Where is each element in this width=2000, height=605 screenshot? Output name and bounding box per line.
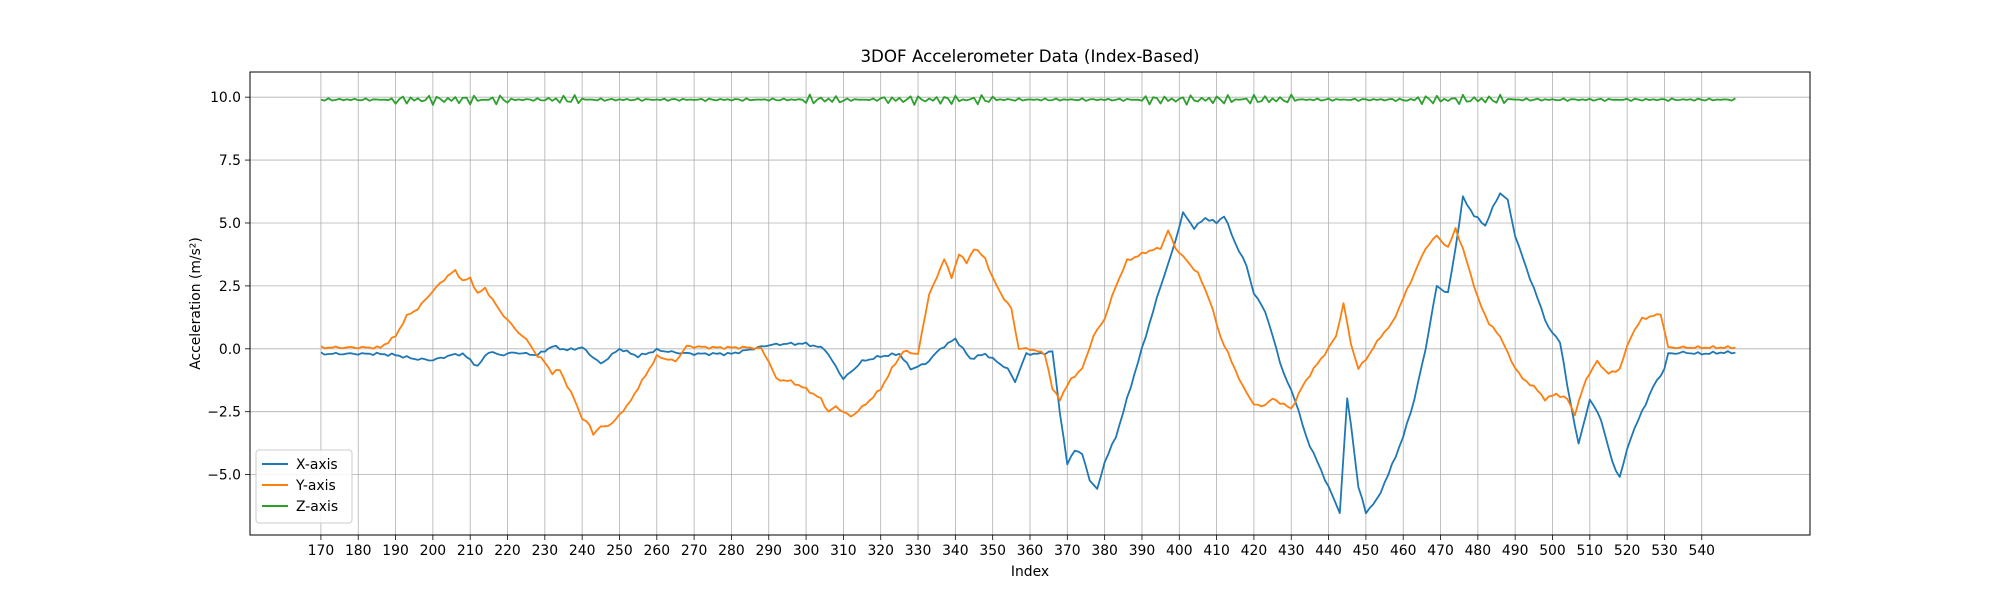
x-tick-label: 540 [1689, 543, 1716, 559]
x-tick-label: 460 [1390, 543, 1417, 559]
x-tick-label: 310 [830, 543, 857, 559]
x-tick-label: 240 [569, 543, 596, 559]
x-tick-label: 260 [644, 543, 671, 559]
x-tick-label: 450 [1353, 543, 1380, 559]
chart-title: 3DOF Accelerometer Data (Index-Based) [860, 46, 1199, 66]
x-tick-label: 430 [1278, 543, 1305, 559]
x-tick-label: 180 [345, 543, 372, 559]
x-tick-label: 340 [942, 543, 969, 559]
legend-label: Y-axis [295, 478, 336, 494]
x-tick-label: 330 [905, 543, 932, 559]
legend-box [255, 449, 353, 524]
x-tick-label: 290 [755, 543, 782, 559]
x-tick-label: 230 [532, 543, 559, 559]
legend-label: X-axis [296, 457, 338, 473]
series-line-z-axis [320, 93, 1736, 106]
x-tick-label: 320 [867, 543, 894, 559]
x-tick-label: 490 [1502, 543, 1529, 559]
x-axis-label: Index [1011, 564, 1049, 580]
x-tick-label: 370 [1054, 543, 1081, 559]
x-tick-label: 380 [1091, 543, 1118, 559]
y-tick-label: −2.5 [207, 405, 241, 421]
legend: X-axis Y-axis Z-axis [255, 449, 353, 524]
y-tick-label: 7.5 [219, 153, 241, 169]
x-tick-label: 170 [308, 543, 335, 559]
x-tick-label: 250 [606, 543, 633, 559]
x-tick-label: 510 [1577, 543, 1604, 559]
x-tick-label: 480 [1465, 543, 1492, 559]
x-tick-label: 420 [1241, 543, 1268, 559]
x-tick-label: 520 [1614, 543, 1641, 559]
series-line-y-axis [320, 227, 1736, 436]
x-tick-label: 280 [718, 543, 745, 559]
series-lines [320, 93, 1736, 515]
x-tick-label: 390 [1129, 543, 1156, 559]
grid [250, 72, 1810, 535]
y-tick-label: 2.5 [219, 279, 241, 295]
series-line-x-axis [320, 192, 1736, 515]
x-tick-label: 270 [681, 543, 708, 559]
x-tick-label: 410 [1203, 543, 1230, 559]
y-tick-label: −5.0 [207, 468, 241, 484]
x-tick-label: 360 [1017, 543, 1044, 559]
y-tick-label: 10.0 [210, 90, 241, 106]
axis-ticks: 170 180 190 200 210 220 230 240 250 260 270 280 290 3… [207, 90, 1715, 559]
y-axis-label: Acceleration (m/s²) [188, 237, 204, 370]
x-tick-label: 530 [1651, 543, 1678, 559]
legend-label: Z-axis [296, 499, 338, 515]
x-tick-label: 300 [793, 543, 820, 559]
x-tick-label: 440 [1315, 543, 1342, 559]
x-tick-label: 220 [494, 543, 521, 559]
x-tick-label: 400 [1166, 543, 1193, 559]
x-tick-label: 350 [979, 543, 1006, 559]
x-tick-label: 200 [420, 543, 447, 559]
x-tick-label: 190 [382, 543, 409, 559]
x-tick-label: 500 [1539, 543, 1566, 559]
x-tick-label: 210 [457, 543, 484, 559]
x-tick-label: 470 [1427, 543, 1454, 559]
y-tick-label: 5.0 [219, 216, 241, 232]
y-tick-label: 0.0 [219, 342, 241, 358]
